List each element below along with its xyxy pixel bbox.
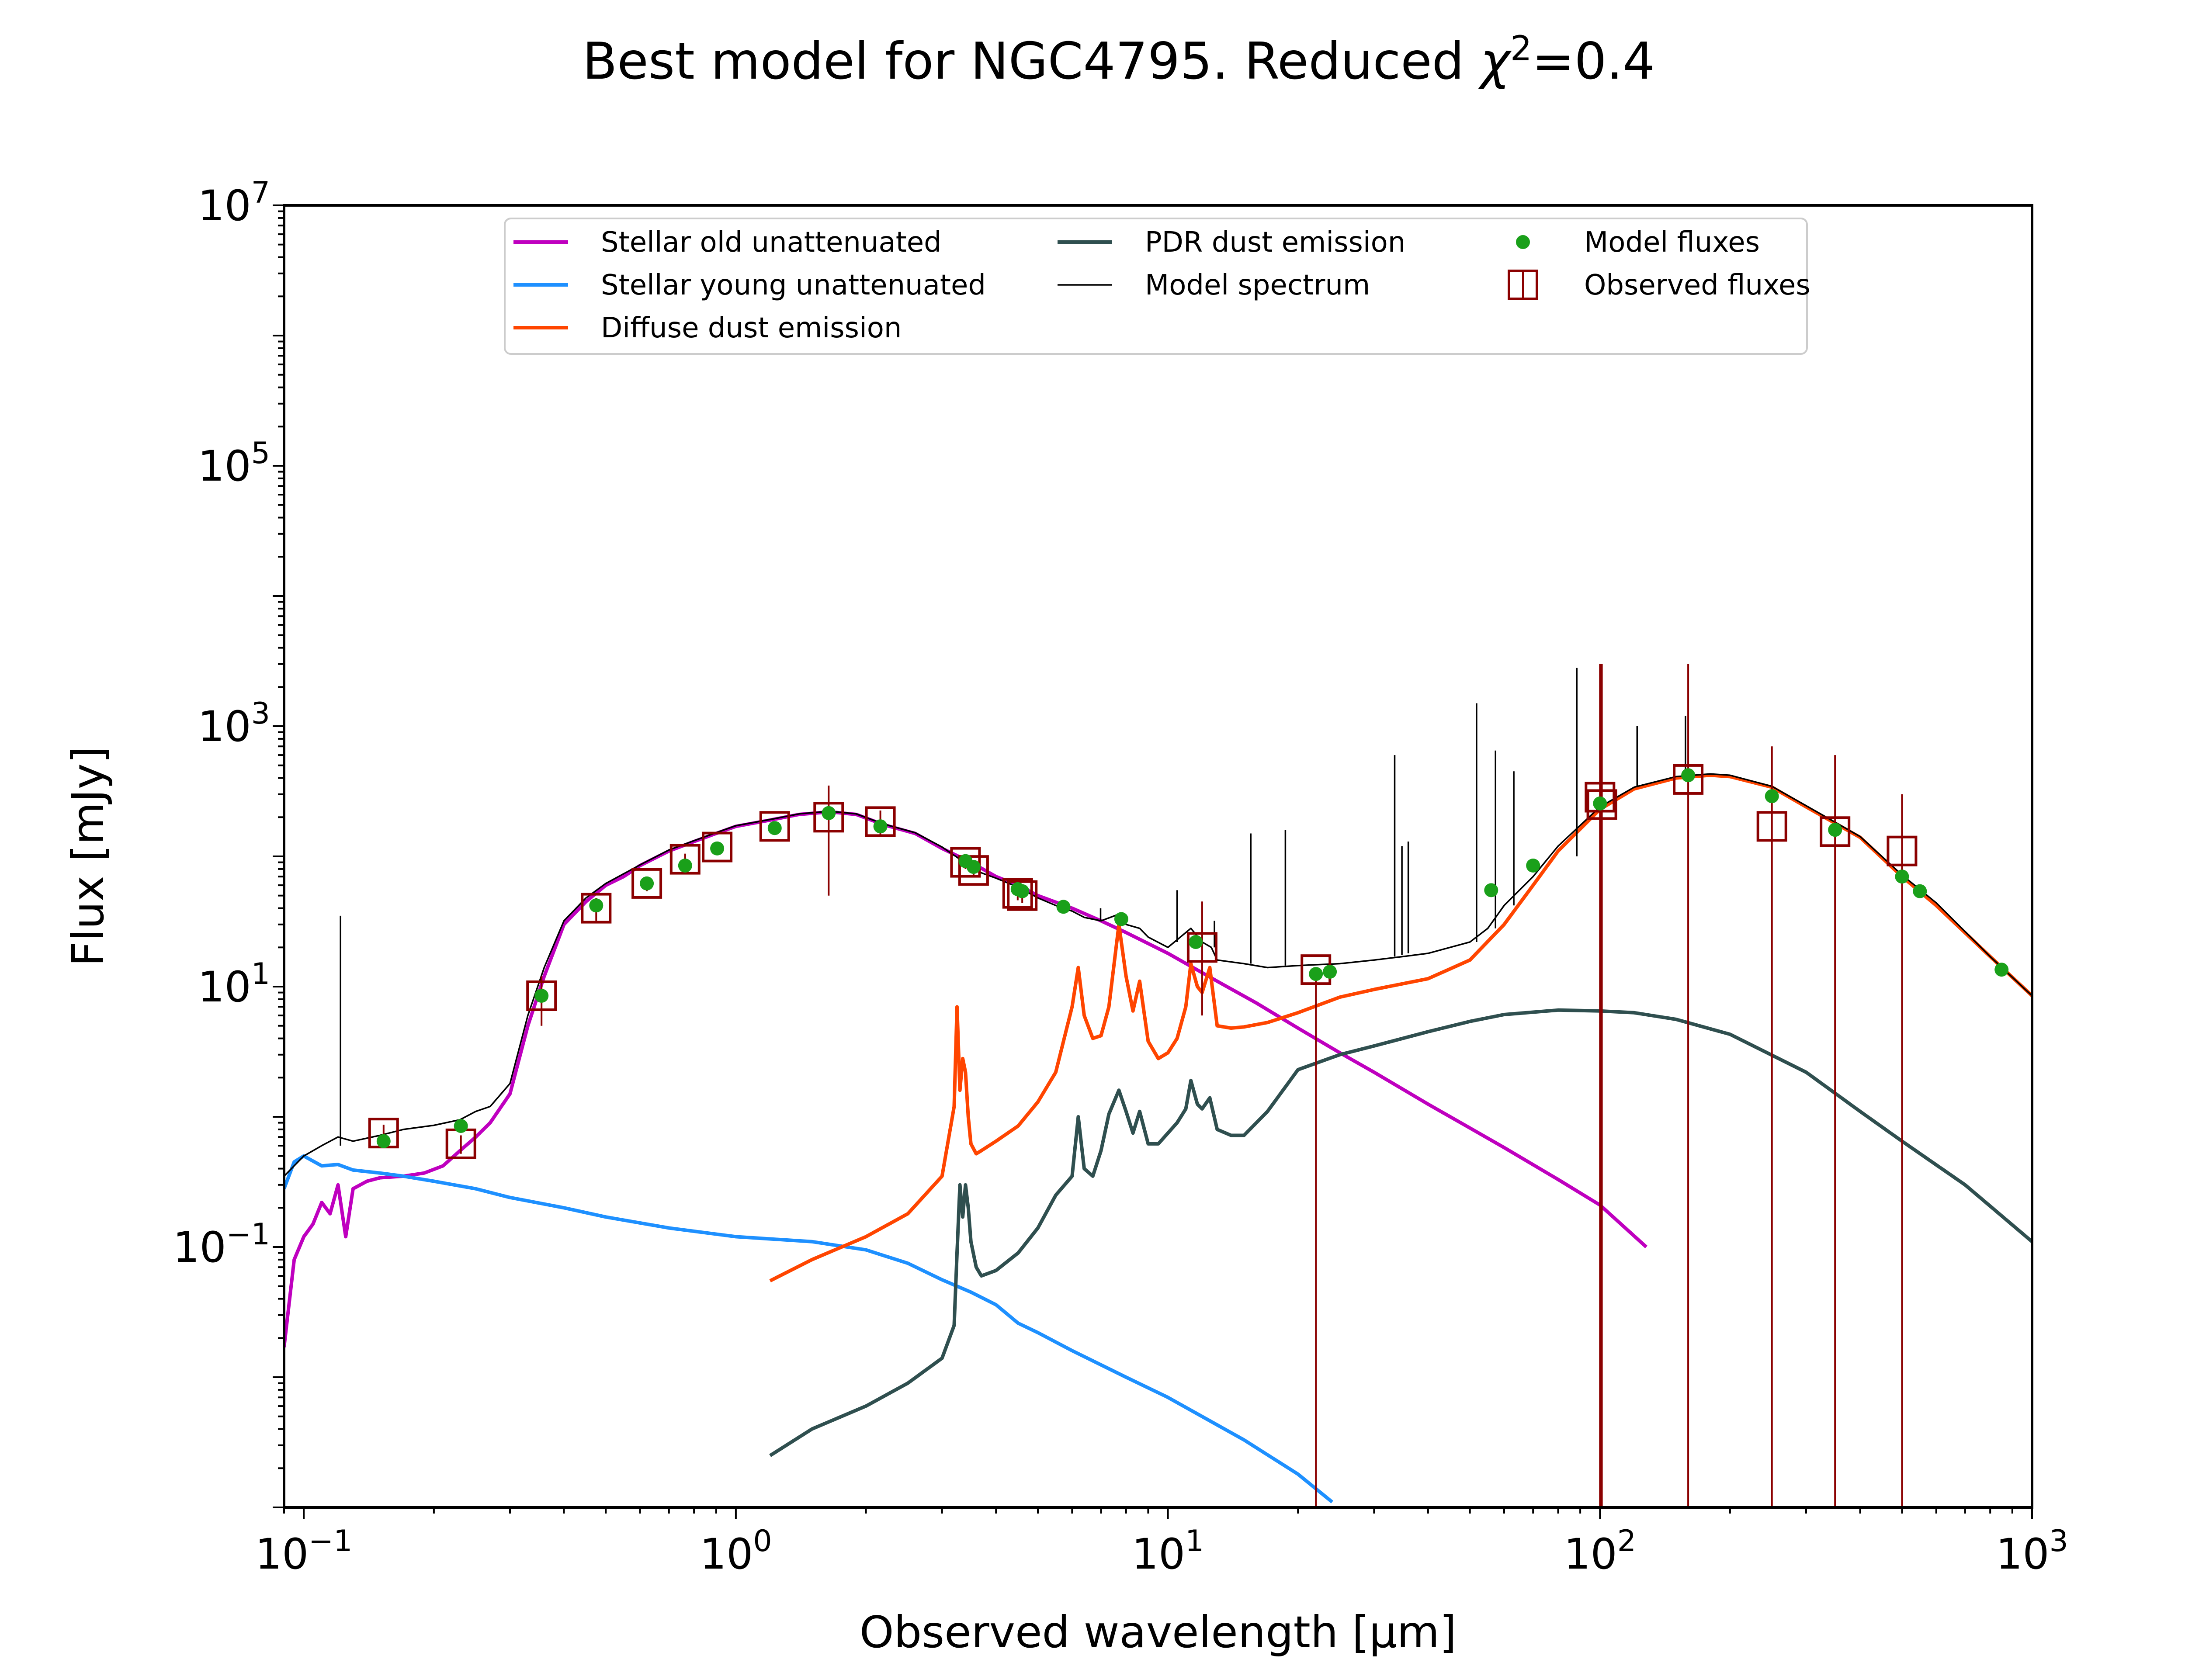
observed-flux-marker-4 [631,868,662,899]
series-layer [284,668,2032,1503]
observed-flux-marker-18 [1673,764,1704,795]
observed-flux-marker-8 [813,802,844,833]
observed-flux-marker-20 [1820,816,1851,847]
observed-flux-marker-17 [1586,789,1617,820]
observed-flux-marker-21 [1887,835,1918,866]
series-stellar-young-unattenuated-line [284,1154,1334,1503]
model-flux-point-0 [376,1134,391,1148]
legend-model-spectrum-label: Model spectrum [1145,269,1370,301]
chart-title-sup: 2 [1510,29,1532,69]
y-tick-label: 105 [198,436,270,491]
x-tick-label: 100 [700,1524,772,1579]
x-tick-label: 101 [1132,1524,1204,1579]
model-flux-point-5 [678,859,692,873]
model-flux-point-18 [1323,965,1337,979]
legend-model-fluxes-swatch [1516,235,1530,249]
observed-flux-marker-11 [958,855,989,886]
model-flux-point-20 [1526,859,1540,873]
model-flux-point-27 [1994,963,2009,977]
x-tick-label: 103 [1996,1524,2068,1579]
legend: Stellar old unattenuated Stellar young un… [504,218,1810,355]
observed-flux-marker-12 [1002,878,1033,909]
legend-model-fluxes-label: Model fluxes [1584,226,1760,259]
y-axis-label: Flux [mJy] [62,746,114,966]
y-tick-label: 10−1 [173,1217,270,1272]
series-diffuse-dust-emission-line [769,773,2032,1282]
model-flux-point-4 [640,876,654,890]
points-layer [368,664,2009,1507]
y-tick-label: 103 [198,696,270,751]
model-flux-point-6 [710,841,725,856]
y-tick-label: 107 [198,176,270,230]
observed-flux-marker-13 [1007,880,1038,911]
chart-title-suffix: =0.4 [1532,32,1655,91]
x-tick-label: 102 [1564,1524,1636,1579]
observed-flux-marker-14 [1186,932,1217,963]
model-flux-point-23 [1765,789,1779,804]
model-flux-point-11 [966,860,981,874]
observed-flux-marker-6 [702,831,733,863]
legend-stellar-young-unattenuated-label: Stellar young unattenuated [601,269,986,301]
model-flux-point-8 [822,806,836,820]
observed-flux-marker-19 [1756,811,1787,842]
chart-title-chi: χ [1477,32,1512,91]
observed-flux-marker-9 [865,806,896,837]
chart-title-prefix: Best model for NGC4795. Reduced [583,32,1480,91]
legend-stellar-old-unattenuated-label: Stellar old unattenuated [601,226,942,259]
model-flux-point-1 [454,1119,468,1133]
axis-ticks: 10−1 100 101 102 103 10−1 101 103 105 107 [173,176,2068,1579]
model-flux-point-25 [1895,869,1909,884]
model-flux-point-21 [1593,796,1607,811]
model-flux-point-15 [1114,912,1128,926]
x-tick-label: 10−1 [255,1524,352,1579]
model-flux-point-22 [1681,768,1696,783]
observed-flux-marker-2 [526,980,557,1011]
model-flux-point-3 [589,898,603,913]
series-pdr-dust-emission-line [769,1008,2032,1457]
legend-box [504,218,1808,355]
legend-pdr-dust-emission-label: PDR dust emission [1145,226,1405,259]
legend-diffuse-dust-emission-label: Diffuse dust emission [601,312,902,344]
model-flux-point-14 [1056,900,1071,914]
y-tick-label: 101 [198,957,270,1011]
observed-flux-marker-5 [669,844,701,875]
legend-observed-fluxes-swatch [1508,270,1538,300]
model-flux-point-17 [1309,967,1323,981]
series-model-spectrum-line [284,773,2032,1177]
observed-flux-marker-3 [581,893,612,924]
model-flux-point-19 [1484,883,1498,897]
model-flux-point-16 [1189,935,1203,949]
observed-flux-marker-16 [1585,782,1616,813]
chart-title: Best model for NGC4795. Reduced χ2=0.4 [583,29,1655,91]
observed-flux-marker-7 [759,811,790,842]
observed-flux-marker-10 [950,847,981,878]
model-flux-point-7 [767,821,782,835]
model-flux-point-2 [534,989,549,1003]
legend-observed-fluxes-label: Observed fluxes [1584,269,1810,301]
model-flux-point-24 [1828,823,1842,837]
model-flux-point-13 [1015,884,1030,898]
x-axis-label: Observed wavelength [μm] [860,1607,1457,1658]
model-flux-point-26 [1913,884,1927,898]
model-flux-point-9 [873,819,888,834]
